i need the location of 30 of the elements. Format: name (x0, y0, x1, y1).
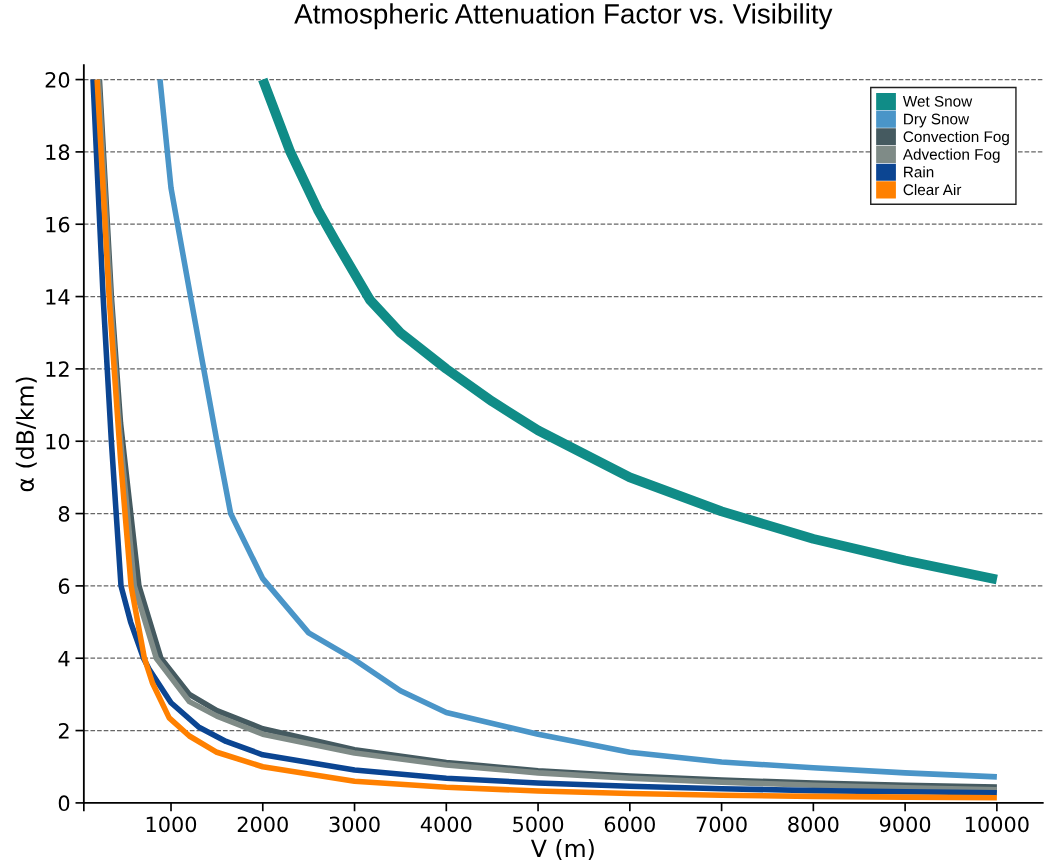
x-tick-label: 1000 (146, 816, 197, 833)
y-tick-label: 10 (46, 433, 70, 450)
y-tick-label: 16 (46, 216, 70, 233)
chart-title: Atmospheric Attenuation Factor vs. Visibility (294, 3, 833, 30)
legend-label: Advection Fog (902, 148, 1000, 163)
y-tick-label: 20 (45, 72, 70, 88)
x-tick-label: 9000 (879, 816, 931, 833)
y-tick-label: 8 (58, 506, 70, 522)
x-tick-label: 8000 (788, 816, 839, 833)
x-axis-title: V (m) (530, 839, 594, 861)
legend-label: Wet Snow (902, 95, 973, 107)
y-tick-label: 6 (58, 578, 70, 595)
y-tick-label: 4 (58, 650, 70, 667)
x-tick-label: 7000 (696, 816, 747, 833)
y-tick-label: 18 (46, 144, 70, 161)
x-tick-label: 4000 (420, 816, 472, 833)
y-tick-label: 12 (46, 361, 69, 377)
x-tick-label: 2000 (237, 816, 288, 833)
x-tick-label: 5000 (513, 816, 564, 833)
x-tick-label: 6000 (604, 816, 655, 833)
y-axis-title: α (dB/km) (15, 377, 37, 492)
x-tick-label: 10000 (966, 816, 1029, 833)
y-tick-label: 2 (58, 723, 69, 739)
legend-label: Rain (904, 166, 934, 178)
y-tick-label: 14 (46, 289, 70, 305)
legend-label: Clear Air (903, 183, 962, 196)
y-tick-label: 0 (58, 795, 70, 812)
legend-label: Convection Fog (903, 130, 1009, 146)
x-tick-label: 3000 (329, 816, 380, 833)
legend-label: Dry Snow (904, 113, 970, 128)
